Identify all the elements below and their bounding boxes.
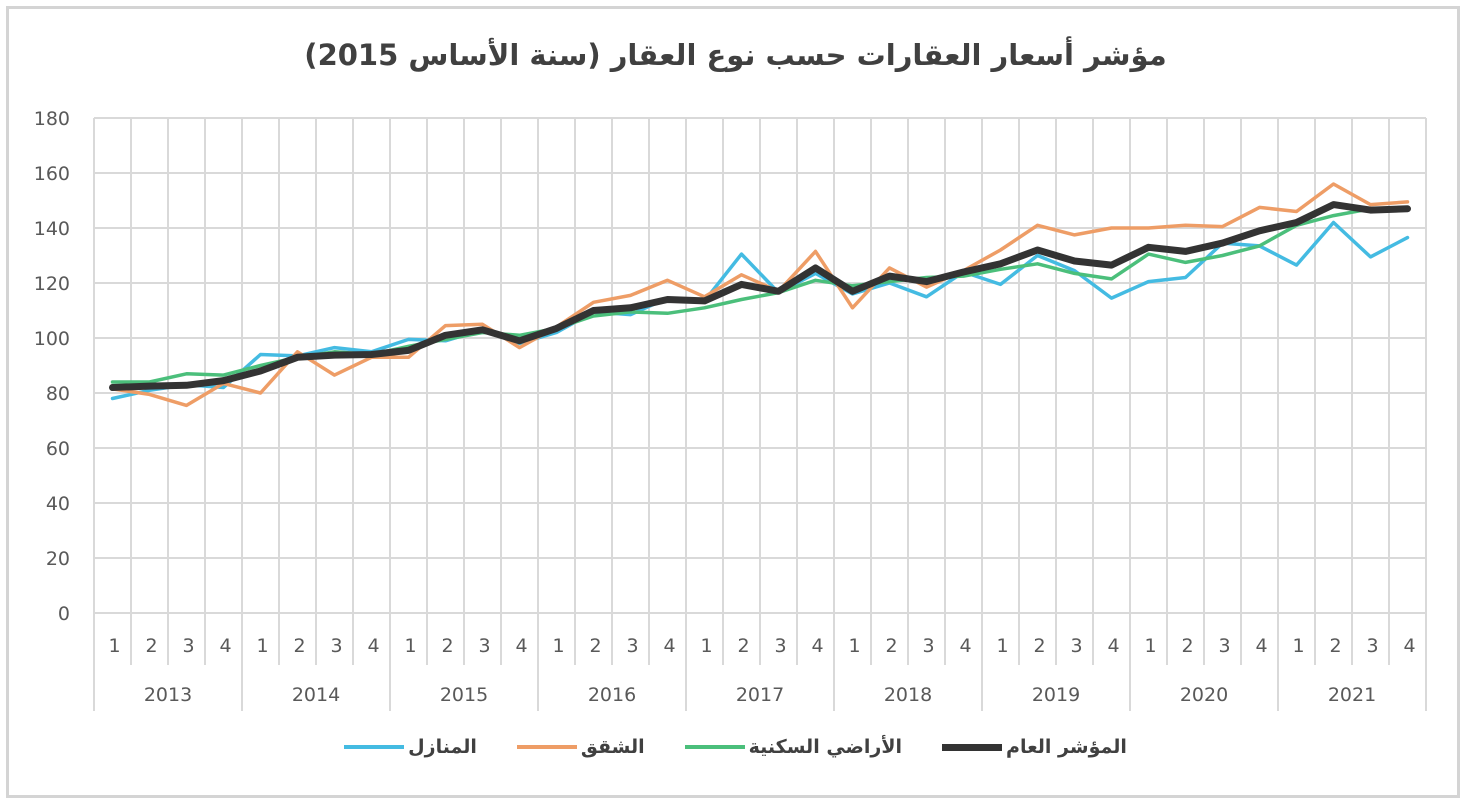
quarter-tick-label: 3 bbox=[330, 635, 342, 657]
legend-label: المنازل bbox=[408, 736, 477, 758]
quarter-tick-label: 4 bbox=[1107, 635, 1119, 657]
y-tick-label: 40 bbox=[46, 493, 70, 515]
year-tick-label: 2017 bbox=[736, 684, 784, 706]
quarter-tick-label: 2 bbox=[737, 635, 749, 657]
quarter-tick-label: 3 bbox=[1070, 635, 1082, 657]
quarter-tick-label: 3 bbox=[1218, 635, 1230, 657]
quarter-tick-label: 3 bbox=[922, 635, 934, 657]
year-tick-label: 2013 bbox=[144, 684, 192, 706]
y-tick-label: 120 bbox=[34, 273, 70, 295]
legend-swatch bbox=[684, 745, 745, 749]
quarter-tick-label: 4 bbox=[1403, 635, 1415, 657]
y-tick-label: 0 bbox=[58, 603, 70, 625]
series-line-4 bbox=[110, 220, 1410, 401]
y-tick-label: 160 bbox=[34, 163, 70, 185]
series-line-1 bbox=[109, 201, 1411, 391]
quarter-tick-label: 1 bbox=[404, 635, 416, 657]
y-tick-label: 80 bbox=[46, 383, 70, 405]
legend-swatch bbox=[344, 745, 405, 749]
year-tick-label: 2020 bbox=[1180, 684, 1228, 706]
quarter-tick-label: 1 bbox=[848, 635, 860, 657]
year-tick-label: 2015 bbox=[440, 684, 488, 706]
quarter-tick-label: 1 bbox=[256, 635, 268, 657]
quarter-tick-label: 3 bbox=[182, 635, 194, 657]
y-tick-label: 20 bbox=[46, 548, 70, 570]
quarter-tick-label: 2 bbox=[1033, 635, 1045, 657]
year-tick-label: 2018 bbox=[884, 684, 932, 706]
quarter-tick-label: 4 bbox=[1255, 635, 1267, 657]
quarter-tick-label: 2 bbox=[1181, 635, 1193, 657]
quarter-tick-label: 1 bbox=[552, 635, 564, 657]
year-tick-label: 2016 bbox=[588, 684, 636, 706]
quarter-tick-label: 3 bbox=[626, 635, 638, 657]
legend-item: المنازل bbox=[344, 736, 477, 758]
chart-title: مؤشر أسعار العقارات حسب نوع العقار (سنة … bbox=[304, 38, 1167, 72]
quarter-tick-label: 1 bbox=[1144, 635, 1156, 657]
quarter-tick-label: 2 bbox=[1329, 635, 1341, 657]
quarter-tick-label: 1 bbox=[1292, 635, 1304, 657]
series-line-3 bbox=[110, 182, 1410, 408]
chart-frame bbox=[6, 6, 1460, 798]
quarter-tick-label: 2 bbox=[885, 635, 897, 657]
quarter-tick-label: 2 bbox=[441, 635, 453, 657]
legend-swatch bbox=[942, 743, 1003, 751]
quarter-tick-label: 4 bbox=[663, 635, 675, 657]
y-tick-label: 60 bbox=[46, 438, 70, 460]
quarter-tick-label: 1 bbox=[996, 635, 1008, 657]
quarter-tick-label: 4 bbox=[367, 635, 379, 657]
quarter-tick-label: 1 bbox=[108, 635, 120, 657]
quarter-tick-label: 4 bbox=[515, 635, 527, 657]
year-tick-label: 2019 bbox=[1032, 684, 1080, 706]
quarter-tick-label: 2 bbox=[145, 635, 157, 657]
quarter-tick-label: 1 bbox=[700, 635, 712, 657]
legend-label: الشقق bbox=[580, 736, 645, 758]
quarter-tick-label: 2 bbox=[589, 635, 601, 657]
quarter-tick-label: 3 bbox=[478, 635, 490, 657]
legend-swatch bbox=[516, 745, 577, 749]
y-tick-label: 140 bbox=[34, 218, 70, 240]
chart-legend: المؤشر العام الأراضي السكنية الشقق المنازل bbox=[0, 736, 1471, 758]
legend-item: الأراضي السكنية bbox=[684, 736, 903, 758]
y-tick-label: 180 bbox=[34, 108, 70, 130]
quarter-tick-label: 3 bbox=[774, 635, 786, 657]
year-tick-label: 2014 bbox=[292, 684, 340, 706]
legend-item: الشقق bbox=[516, 736, 645, 758]
legend-label: الأراضي السكنية bbox=[748, 736, 903, 758]
y-tick-label: 100 bbox=[34, 328, 70, 350]
legend-item: المؤشر العام bbox=[942, 736, 1127, 758]
quarter-tick-label: 4 bbox=[811, 635, 823, 657]
quarter-tick-label: 2 bbox=[293, 635, 305, 657]
quarter-tick-label: 4 bbox=[959, 635, 971, 657]
quarter-tick-label: 3 bbox=[1366, 635, 1378, 657]
year-tick-label: 2021 bbox=[1328, 684, 1376, 706]
quarter-tick-label: 4 bbox=[219, 635, 231, 657]
legend-label: المؤشر العام bbox=[1006, 736, 1127, 758]
